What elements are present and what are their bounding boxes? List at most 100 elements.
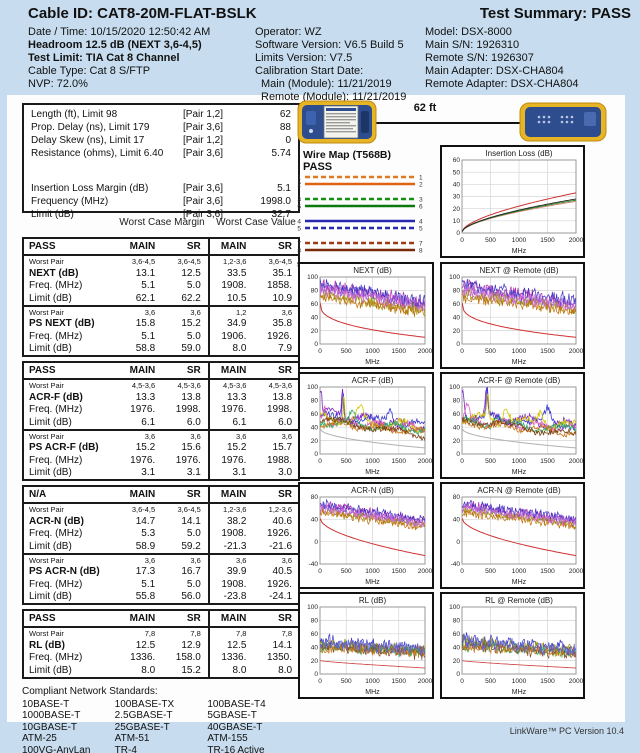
column-header: MAIN — [220, 241, 247, 252]
measurement-row: Limit (dB) 8.0 15.2 8.0 8.0 — [24, 664, 298, 677]
measurement-value: 5.0 — [186, 280, 201, 292]
series-limit — [320, 517, 425, 557]
y-tick-label: 0 — [314, 671, 318, 678]
measurement-value: 15.2 — [226, 442, 247, 454]
standard-item: 100VG-AnyLan — [22, 744, 91, 753]
section-status: PASS — [29, 241, 56, 252]
summary-pair: [Pair 1,2] — [183, 135, 224, 146]
measurement-value: 1976. — [221, 404, 247, 416]
section-column-divider — [208, 363, 210, 479]
worst-pair-value: 3,6-4,5 — [177, 505, 201, 514]
measurement-value: 3.1 — [232, 467, 247, 479]
measurement-row: PS NEXT (dB) 15.8 15.2 34.9 35.8 — [24, 318, 298, 331]
operator: Operator: WZ — [255, 26, 322, 38]
chart-title: ACR-F @ Remote (dB) — [478, 376, 561, 385]
standard-item: 25GBASE-T — [114, 721, 170, 733]
x-axis-label: MHz — [365, 469, 380, 476]
series-pair-e — [462, 508, 576, 530]
y-tick-label: 100 — [449, 384, 460, 391]
x-tick-label: 2000 — [418, 568, 432, 575]
measurement-value: -23.8 — [223, 591, 247, 603]
remote-serial: Remote S/N: 1926307 — [425, 52, 534, 64]
y-tick-label: 100 — [307, 384, 318, 391]
y-tick-label: 60 — [311, 411, 319, 418]
x-tick-label: 500 — [341, 678, 352, 685]
worst-pair-value: 3,6 — [190, 431, 201, 441]
main-serial: Main S/N: 1926310 — [425, 39, 520, 51]
summary-row: Frequency (MHz) [Pair 3,6] 1998.0 — [24, 195, 298, 208]
summary-value: 5.1 — [277, 183, 291, 194]
x-tick-label: 2000 — [569, 678, 583, 685]
remote-tester-device — [519, 102, 607, 142]
measurement-row: Limit (dB) 55.8 56.0 -23.8 -24.1 — [24, 591, 298, 604]
measurement-value: -24.1 — [269, 591, 293, 603]
worst-pair-row: Worst Pair 4,5-3,6 4,5-3,6 4,5-3,6 4,5-3,6 — [24, 380, 298, 391]
y-tick-label: 60 — [453, 301, 461, 308]
x-tick-label: 2000 — [418, 678, 432, 685]
x-tick-label: 2000 — [418, 458, 432, 465]
summary-value: 0 — [285, 135, 291, 146]
x-tick-label: 1000 — [365, 348, 380, 355]
measurement-label: Freq. (MHz) — [29, 652, 83, 664]
x-tick-label: 0 — [460, 348, 464, 355]
worst-pair-row: Worst Pair 3,6-4,5 3,6-4,5 1,2-3,6 1,2-3,6 — [24, 504, 298, 515]
wire-pin-label-left: 1 — [297, 175, 301, 182]
x-tick-label: 0 — [460, 568, 464, 575]
wire-pin-label-right: 5 — [419, 226, 423, 233]
series-pair-f — [462, 635, 576, 656]
y-tick-label: 20 — [453, 328, 461, 335]
x-axis-label: MHz — [512, 359, 527, 366]
worst-pair-value: 7,8 — [144, 629, 156, 638]
wire-pin-label-right: 7 — [419, 241, 423, 248]
worst-pair-value: 3,6-4,5 — [131, 505, 156, 514]
y-tick-label: 80 — [311, 398, 319, 405]
x-tick-label: 500 — [341, 568, 352, 575]
results-column: Length (ft), Limit 98 [Pair 1,2] 62 Prop. D… — [22, 103, 300, 753]
summary-value: 88 — [279, 122, 291, 133]
y-tick-label: 0 — [456, 341, 460, 348]
headroom: Headroom 12.5 dB (NEXT 3,6-4,5) — [28, 39, 202, 51]
section-header-row: PASS MAIN SR MAIN SR — [24, 363, 298, 380]
measurement-row: Limit (dB) 62.1 62.2 10.5 10.9 — [24, 292, 298, 305]
column-header: MAIN — [220, 613, 247, 624]
measurement-value: 3.1 — [141, 467, 156, 479]
summary-row: Limit (dB) [Pair 3,6] 32.7 — [24, 208, 298, 221]
worst-pair-value: 3,6-4,5 — [131, 257, 156, 266]
measurement-value: 14.1 — [272, 639, 293, 651]
measurement-label: Freq. (MHz) — [29, 330, 83, 342]
measurement-label: Freq. (MHz) — [29, 578, 83, 590]
x-tick-label: 1500 — [540, 458, 555, 465]
summary-value: 32.7 — [271, 209, 291, 220]
x-tick-label: 1500 — [392, 348, 407, 355]
measurement-value: 6.0 — [278, 416, 293, 428]
measurement-value: 1336. — [221, 652, 247, 664]
measurement-value: 1908. — [221, 528, 247, 540]
measurement-label: ACR-N (dB) — [29, 515, 84, 527]
measurement-value: 1998. — [266, 404, 293, 416]
measurement-value: 5.0 — [186, 528, 201, 540]
x-tick-label: 1500 — [392, 678, 407, 685]
chart-title: RL @ Remote (dB) — [485, 596, 553, 605]
y-tick-label: 40 — [311, 424, 319, 431]
series-pair-g — [462, 417, 576, 437]
standards-title: Compliant Network Standards: — [22, 685, 158, 697]
series-pair-f — [462, 504, 576, 527]
summary-pair: [Pair 3,6] — [183, 209, 224, 220]
worst-pair-value: 3,6 — [235, 555, 247, 565]
summary-label: Resistance (ohms), Limit 6.40 — [31, 148, 164, 159]
measurement-label: Limit (dB) — [29, 540, 72, 552]
measurement-row: Freq. (MHz) 5.1 5.0 1906. 1926. — [24, 330, 298, 343]
worst-pair-value: 3,6 — [144, 307, 156, 317]
test-limit: Test Limit: TIA Cat 8 Channel — [28, 52, 180, 64]
measurement-value: 1908. — [221, 578, 247, 590]
x-tick-label: 500 — [485, 348, 496, 355]
wire-map-status: PASS — [303, 161, 333, 173]
measurement-value: 14.1 — [181, 515, 201, 527]
header-column-left: Date / Time: 10/15/2020 12:50:42 AM Head… — [28, 26, 210, 91]
series-pair-f — [462, 417, 576, 438]
measurement-value: 1976. — [175, 454, 201, 466]
measurement-value: 8.0 — [278, 664, 293, 676]
series-pair-f — [320, 285, 425, 312]
main-adapter: Main Adapter: DSX-CHA804 — [425, 65, 564, 77]
series-pair-measured-3 — [462, 198, 576, 233]
